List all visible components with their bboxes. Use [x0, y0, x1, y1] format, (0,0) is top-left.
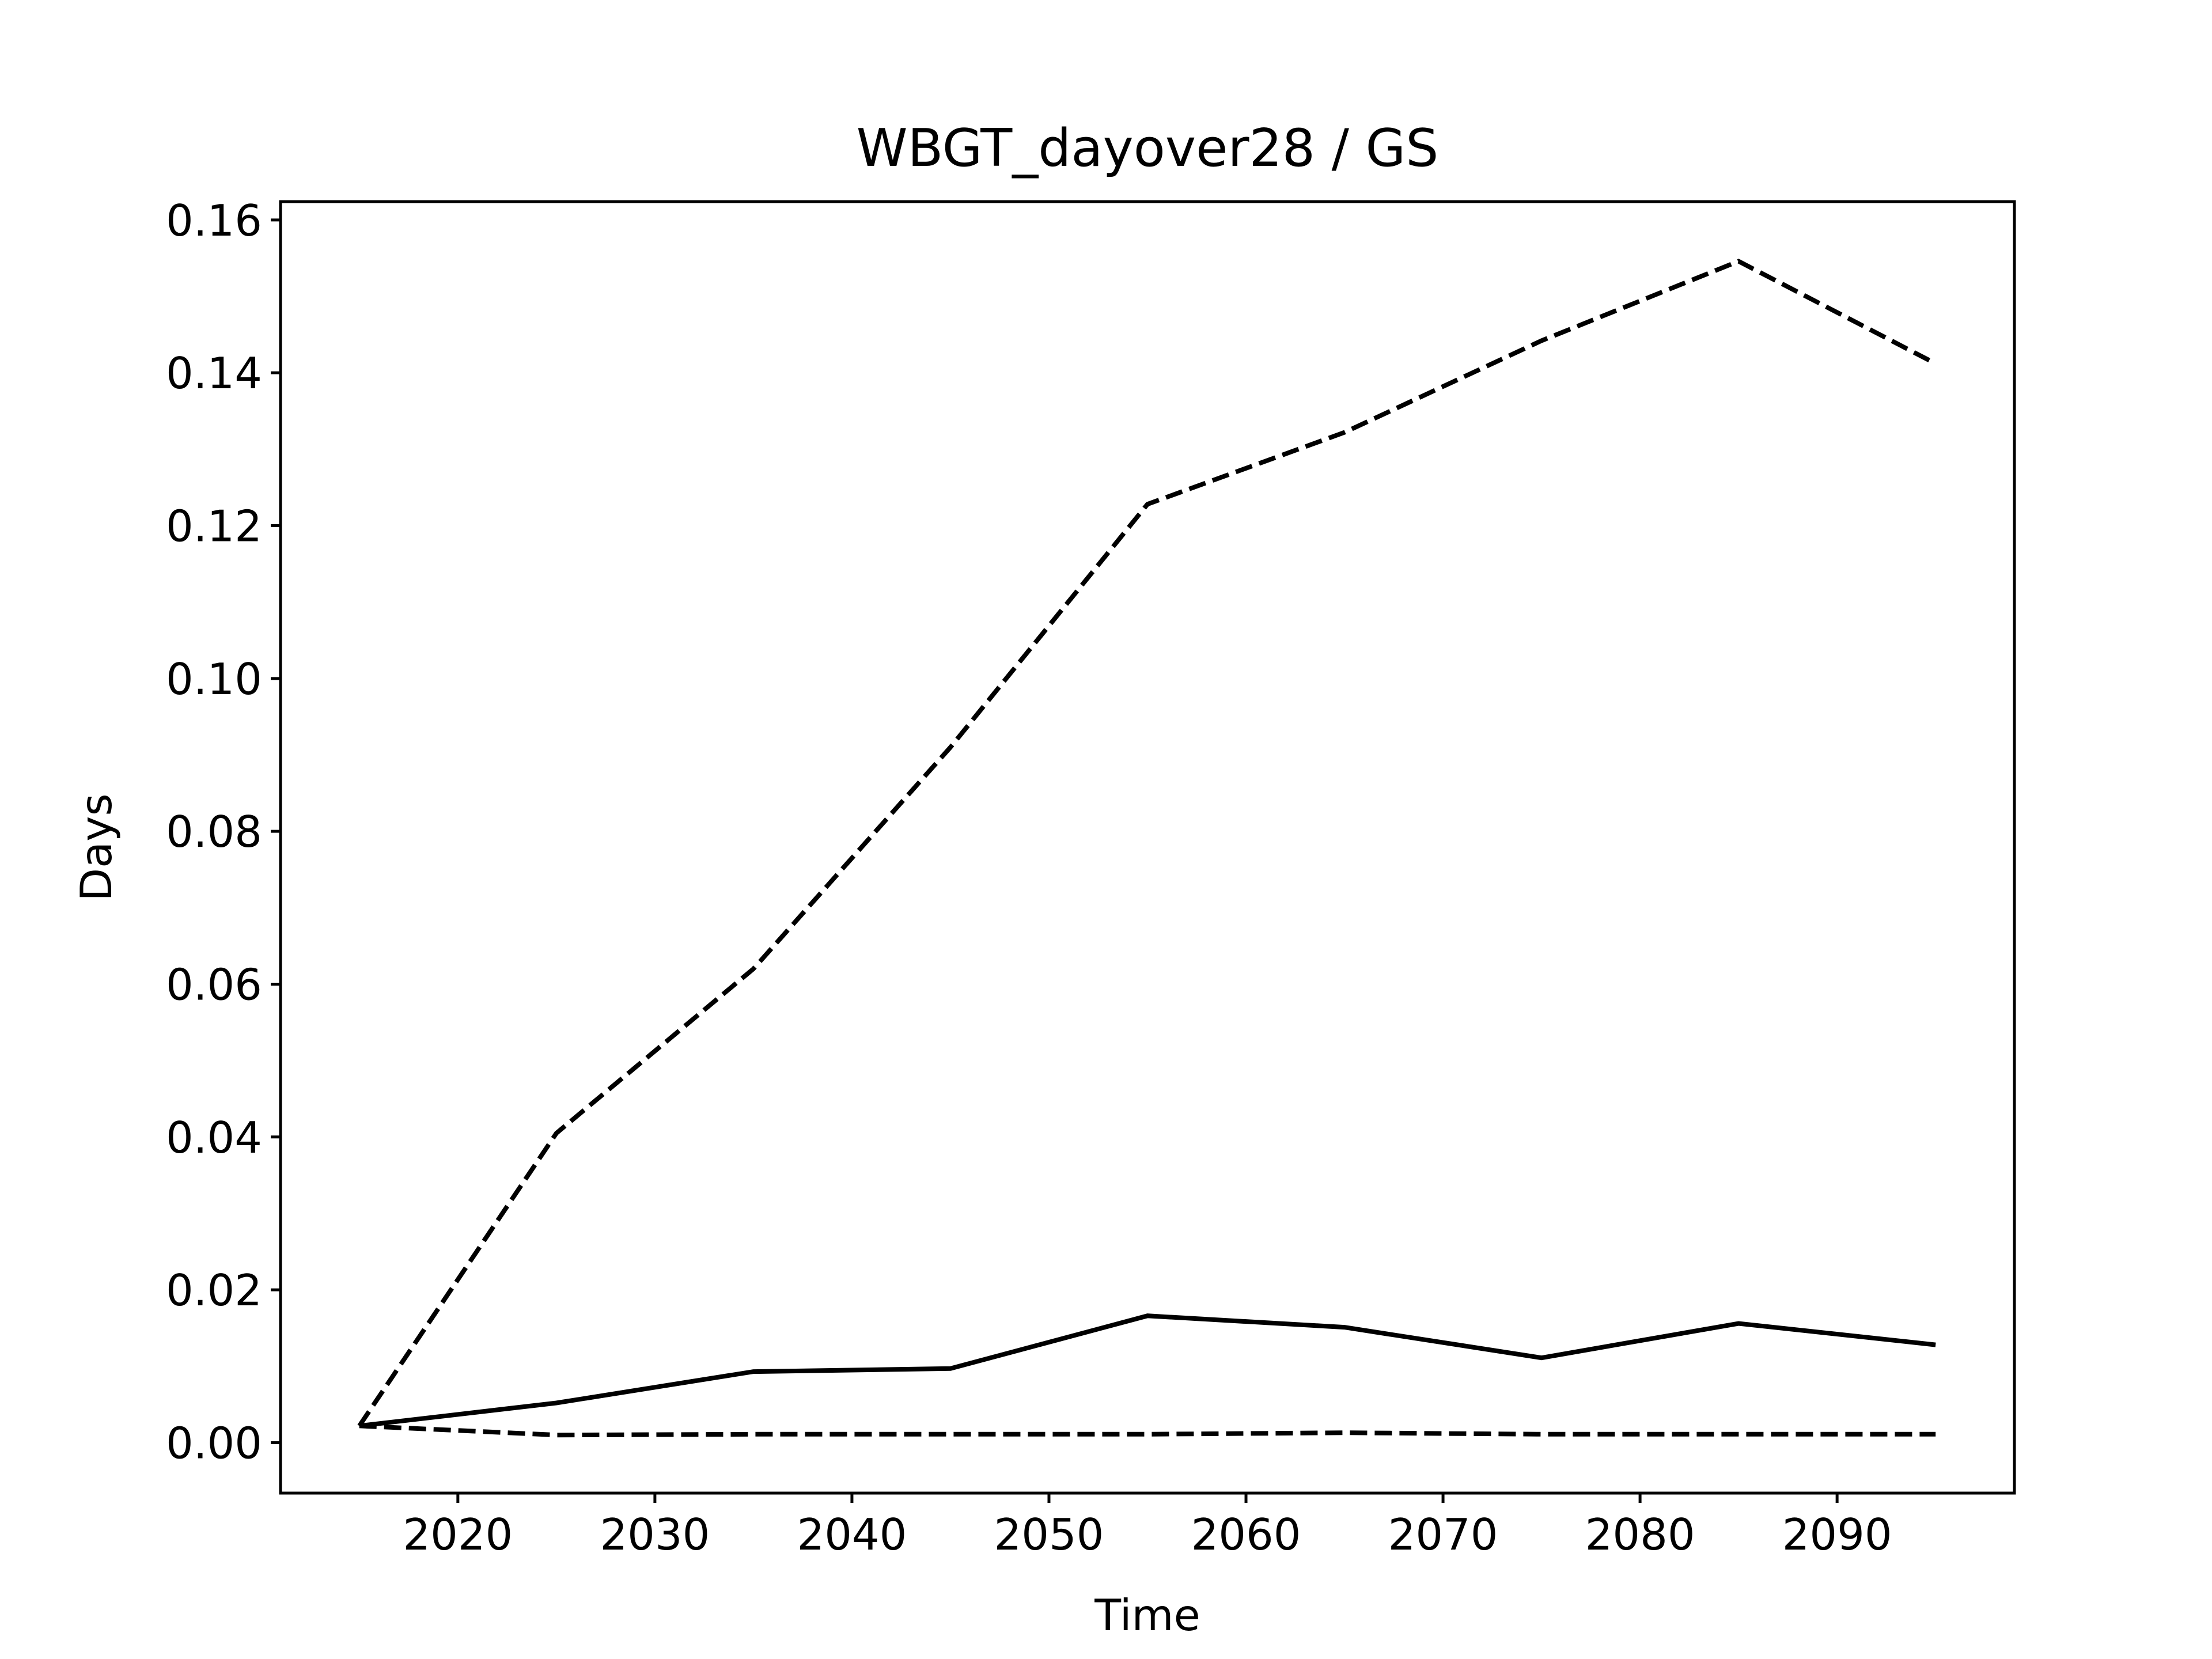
y-tick-label: 0.16	[166, 195, 262, 246]
series-layer	[357, 259, 1937, 1438]
x-tick-label: 2030	[600, 1509, 710, 1560]
series-line-3	[359, 1423, 1936, 1438]
y-tick-label: 0.04	[166, 1112, 262, 1163]
x-axis-label: Time	[1094, 1590, 1200, 1641]
x-axis: 2020 2030 2040 2050 2060 2070 2080 2090	[403, 1493, 1892, 1560]
x-tick-label: 2090	[1782, 1509, 1892, 1560]
plot-frame	[279, 200, 2016, 1495]
x-tick-label: 2060	[1191, 1509, 1301, 1560]
y-axis-label: Days	[71, 793, 122, 901]
y-tick-label: 0.02	[166, 1265, 262, 1316]
y-tick-label: 0.14	[166, 348, 262, 399]
y-tick-label: 0.06	[166, 959, 262, 1010]
x-tick-label: 2040	[797, 1509, 907, 1560]
y-tick-label: 0.08	[166, 806, 262, 857]
series-line-1	[357, 259, 1937, 1427]
y-axis: 0.00 0.02 0.04 0.06 0.08 0.10 0.12 0.14 0.16	[166, 195, 281, 1468]
x-tick-label: 2050	[994, 1509, 1104, 1560]
chart-title: WBGT_dayover28 / GS	[857, 118, 1439, 179]
y-tick-label: 0.10	[166, 654, 262, 704]
x-tick-label: 2070	[1388, 1509, 1498, 1560]
y-tick-label: 0.12	[166, 501, 262, 551]
x-tick-label: 2080	[1585, 1509, 1695, 1560]
y-tick-label: 0.00	[166, 1418, 262, 1468]
x-tick-label: 2020	[403, 1509, 513, 1560]
series-line-2	[359, 1313, 1936, 1429]
